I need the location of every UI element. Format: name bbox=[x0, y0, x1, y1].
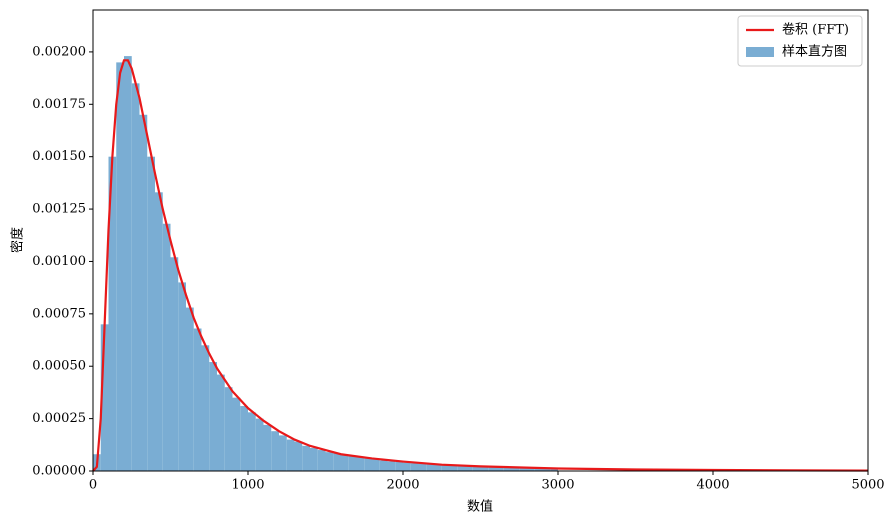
density-line bbox=[92, 59, 869, 472]
histogram-bar bbox=[527, 468, 535, 471]
histogram-bar bbox=[341, 455, 349, 471]
histogram-bar bbox=[410, 463, 419, 471]
histogram-bar bbox=[170, 257, 179, 471]
histogram-bar bbox=[310, 447, 318, 471]
histogram-bar bbox=[263, 424, 272, 471]
histogram-bar bbox=[542, 468, 551, 471]
histogram-bar bbox=[488, 467, 496, 471]
histogram-bar bbox=[356, 457, 365, 471]
histogram-bar bbox=[511, 467, 520, 471]
histogram-bar bbox=[248, 412, 256, 471]
y-tick-label: 0.00050 bbox=[32, 359, 86, 374]
histogram-bar bbox=[279, 435, 287, 471]
x-tick-label: 0 bbox=[89, 478, 97, 493]
histogram-bar bbox=[457, 465, 465, 471]
histogram-bar bbox=[147, 156, 155, 471]
histogram-bar bbox=[224, 387, 233, 471]
histogram-bar bbox=[395, 461, 403, 471]
histogram-bar bbox=[317, 450, 326, 471]
histogram-bar bbox=[418, 463, 427, 471]
legend-label: 样本直方图 bbox=[782, 44, 847, 60]
histogram-bar bbox=[108, 156, 117, 471]
histogram-bar bbox=[124, 56, 132, 471]
histogram-bar bbox=[333, 453, 341, 471]
histogram-bar bbox=[209, 362, 217, 471]
y-tick-label: 0.00075 bbox=[32, 306, 86, 321]
histogram-bar bbox=[217, 374, 225, 471]
histogram-bar bbox=[480, 466, 489, 471]
histogram-bar bbox=[434, 464, 442, 471]
histogram-bar bbox=[550, 468, 558, 471]
y-axis-label: 密度 bbox=[10, 227, 26, 253]
histogram-bar bbox=[364, 458, 372, 471]
histogram-bar bbox=[472, 466, 481, 471]
x-tick-label: 2000 bbox=[386, 478, 419, 493]
histogram-bar bbox=[387, 461, 396, 471]
histogram-bar bbox=[155, 192, 163, 471]
y-tick-label: 0.00200 bbox=[32, 44, 86, 59]
histogram-bar bbox=[255, 418, 264, 471]
y-tick-label: 0.00025 bbox=[32, 411, 86, 426]
histogram-bar bbox=[271, 431, 279, 471]
histogram-bar bbox=[116, 62, 124, 472]
histogram-bar bbox=[534, 468, 543, 471]
legend-label: 卷积 (FFT) bbox=[782, 22, 849, 38]
plot-frame bbox=[92, 9, 869, 472]
histogram-bar bbox=[193, 328, 202, 471]
histogram-bar bbox=[325, 452, 334, 471]
histogram-bar bbox=[379, 460, 388, 471]
x-tick-label: 3000 bbox=[541, 478, 574, 493]
legend-swatch bbox=[746, 47, 774, 57]
y-tick-label: 0.00125 bbox=[32, 202, 86, 217]
histogram-bar bbox=[178, 282, 186, 471]
x-tick-label: 4000 bbox=[696, 478, 729, 493]
histogram-bar bbox=[201, 345, 210, 471]
histogram-bar bbox=[426, 464, 434, 471]
y-tick-label: 0.00175 bbox=[32, 97, 86, 112]
y-tick-label: 0.00000 bbox=[32, 464, 86, 479]
histogram-bar bbox=[302, 445, 310, 471]
histogram-bar bbox=[131, 83, 140, 471]
histogram-bar bbox=[186, 307, 194, 471]
histogram-bar bbox=[162, 223, 171, 471]
histogram-bar bbox=[519, 468, 527, 471]
histogram-bar bbox=[232, 397, 241, 471]
histogram-bar bbox=[100, 324, 109, 471]
y-tick-label: 0.00100 bbox=[32, 254, 86, 269]
histogram-bar bbox=[496, 467, 504, 471]
x-axis-label: 数值 bbox=[467, 499, 493, 515]
histogram-bar bbox=[503, 467, 512, 471]
x-tick-label: 1000 bbox=[231, 478, 264, 493]
histogram-bar bbox=[372, 459, 380, 471]
histogram-bar bbox=[348, 456, 357, 471]
histogram-bar bbox=[139, 114, 148, 471]
y-tick-label: 0.00150 bbox=[32, 149, 86, 164]
histogram-bar bbox=[294, 441, 303, 471]
histogram-bar bbox=[465, 466, 473, 471]
histogram-bar bbox=[403, 462, 411, 471]
histogram-bar bbox=[449, 465, 458, 471]
histogram-bar bbox=[441, 465, 450, 471]
histogram-bar bbox=[286, 439, 295, 471]
histogram-bar bbox=[240, 406, 248, 471]
x-tick-label: 5000 bbox=[851, 478, 884, 493]
